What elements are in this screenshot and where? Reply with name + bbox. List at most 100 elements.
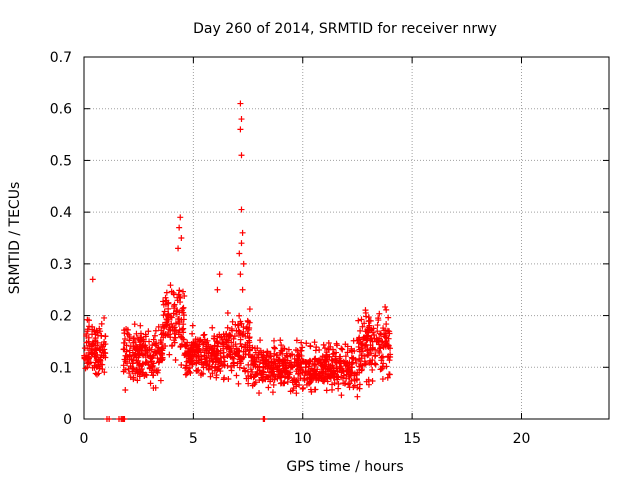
data-point [338, 392, 345, 399]
data-point [176, 309, 183, 316]
data-point [236, 312, 243, 319]
data-point [328, 356, 335, 363]
data-point [163, 289, 170, 296]
data-point [359, 362, 366, 369]
data-point [271, 344, 278, 351]
data-point [247, 366, 254, 373]
data-point [376, 310, 383, 317]
data-point [101, 338, 108, 345]
data-point [195, 357, 202, 364]
data-point [369, 377, 376, 384]
data-point [152, 327, 159, 334]
data-point [358, 352, 365, 359]
data-point [369, 345, 376, 352]
data-point [238, 206, 245, 213]
data-point [145, 328, 152, 335]
data-point [91, 364, 98, 371]
data-point [342, 360, 349, 367]
data-point [252, 379, 259, 386]
data-point [205, 365, 212, 372]
x-tick-label: 5 [189, 431, 198, 447]
data-point [146, 365, 153, 372]
data-point [135, 368, 142, 375]
data-point [155, 323, 162, 330]
data-point [380, 342, 387, 349]
y-tick-label: 0.2 [50, 309, 72, 325]
data-point [92, 370, 99, 377]
data-point [254, 370, 261, 377]
data-point [307, 378, 314, 385]
data-point [277, 337, 284, 344]
data-point [151, 332, 158, 339]
data-point [142, 347, 149, 354]
data-point [356, 369, 363, 376]
data-point [345, 373, 352, 380]
data-point [142, 371, 149, 378]
data-point [120, 362, 127, 369]
data-point [259, 368, 266, 375]
data-point [161, 308, 168, 315]
data-point [274, 366, 281, 373]
data-point [189, 322, 196, 329]
data-point [151, 367, 158, 374]
data-point [221, 374, 228, 381]
data-point [296, 365, 303, 372]
data-point [246, 306, 253, 313]
data-point [293, 347, 300, 354]
data-point [267, 378, 274, 385]
data-point [216, 271, 223, 278]
data-point [254, 364, 261, 371]
data-point [136, 351, 143, 358]
data-point [381, 333, 388, 340]
data-point [350, 384, 357, 391]
data-point [236, 364, 243, 371]
data-point [345, 381, 352, 388]
data-point [102, 349, 109, 356]
data-point [149, 342, 156, 349]
data-point [207, 373, 214, 380]
data-point [312, 355, 319, 362]
data-point [101, 314, 108, 321]
data-point [301, 377, 308, 384]
data-point [197, 337, 204, 344]
data-point [364, 347, 371, 354]
data-point [256, 390, 263, 397]
data-point [130, 335, 137, 342]
data-point [180, 312, 187, 319]
data-point [279, 360, 286, 367]
data-point [141, 343, 148, 350]
x-tick-label: 20 [513, 431, 531, 447]
data-point [200, 332, 207, 339]
data-point [82, 365, 89, 372]
data-point [237, 271, 244, 278]
y-tick-label: 0.5 [50, 153, 72, 169]
data-point [377, 345, 384, 352]
data-point [278, 342, 285, 349]
data-point [257, 337, 264, 344]
data-point [357, 327, 364, 334]
data-point [256, 367, 263, 374]
data-point [197, 349, 204, 356]
data-point [139, 336, 146, 343]
data-point [249, 368, 256, 375]
data-point [306, 367, 313, 374]
data-point [242, 348, 249, 355]
data-point [164, 316, 171, 323]
data-point [220, 361, 227, 368]
data-point [382, 303, 389, 310]
data-point [238, 343, 245, 350]
data-point [179, 288, 186, 295]
data-point [271, 345, 278, 352]
data-point [295, 351, 302, 358]
data-point [264, 365, 271, 372]
data-point [121, 416, 128, 422]
data-point [342, 380, 349, 387]
y-axis-label: SRMTID / TECUs [7, 182, 23, 295]
data-point [220, 343, 227, 350]
data-point [240, 354, 247, 361]
data-point [176, 315, 183, 322]
x-tick-label: 0 [80, 431, 89, 447]
data-point [308, 388, 315, 395]
data-point [176, 321, 183, 328]
data-point [251, 358, 258, 365]
